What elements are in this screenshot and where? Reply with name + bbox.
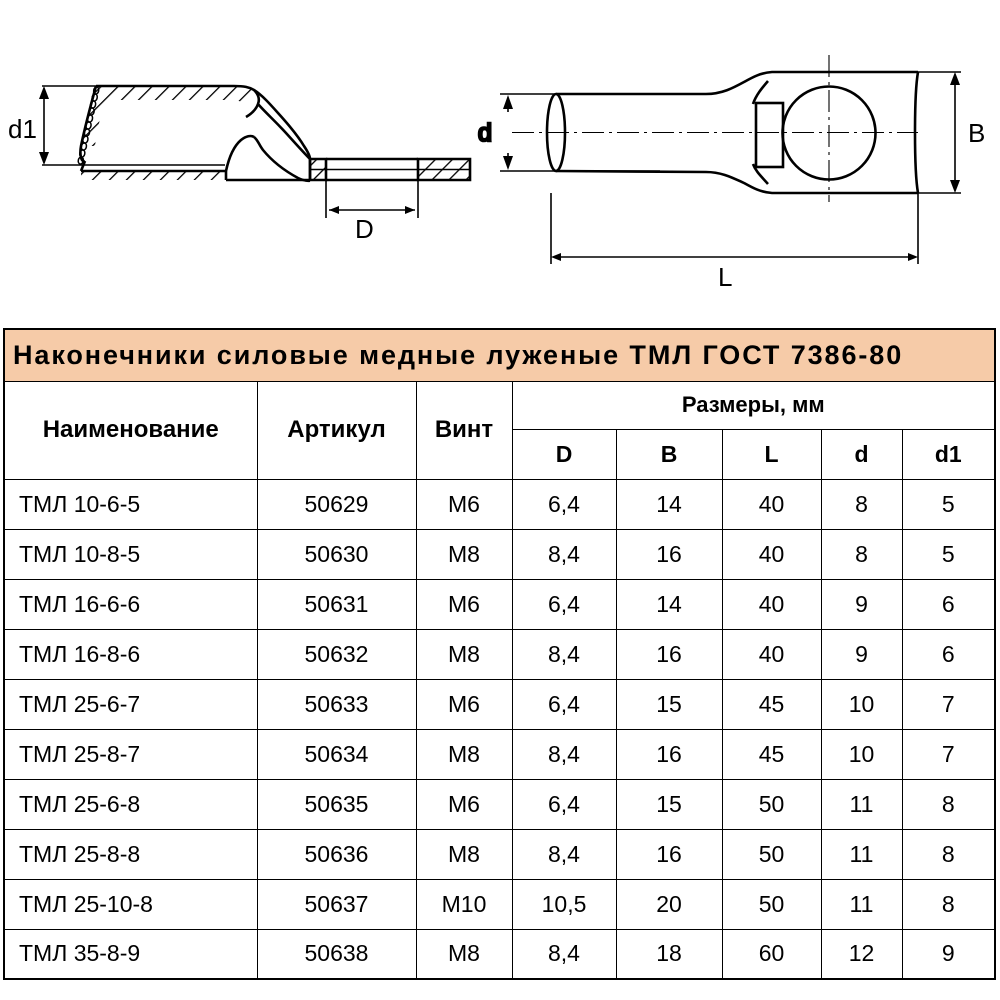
svg-text:d1: d1 (8, 114, 37, 144)
svg-text:B: B (968, 118, 985, 148)
svg-text:L: L (718, 262, 732, 292)
svg-text:D: D (355, 214, 374, 244)
svg-text:d: d (478, 119, 492, 147)
